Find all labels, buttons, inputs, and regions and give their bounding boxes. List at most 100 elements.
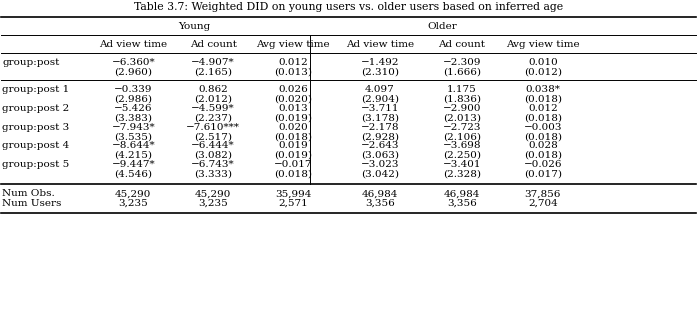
Text: 37,856: 37,856 [525, 189, 561, 198]
Text: Table 3.7: Weighted DID on young users vs. older users based on inferred age: Table 3.7: Weighted DID on young users v… [134, 2, 563, 12]
Text: (0.012): (0.012) [524, 67, 562, 76]
Text: Ad count: Ad count [438, 40, 485, 49]
Text: (3.535): (3.535) [114, 132, 152, 141]
Text: −3.023: −3.023 [360, 160, 399, 169]
Text: −0.017: −0.017 [274, 160, 312, 169]
Text: −3.711: −3.711 [360, 104, 399, 113]
Text: −3.401: −3.401 [443, 160, 481, 169]
Text: −2.178: −2.178 [360, 123, 399, 132]
Text: −2.643: −2.643 [360, 141, 399, 151]
Text: (3.383): (3.383) [114, 113, 152, 122]
Text: (0.013): (0.013) [274, 67, 312, 76]
Text: −5.426: −5.426 [114, 104, 153, 113]
Text: 0.038*: 0.038* [526, 85, 560, 94]
Text: (3.082): (3.082) [194, 151, 232, 160]
Text: 2,571: 2,571 [278, 199, 308, 208]
Text: (0.020): (0.020) [274, 94, 312, 104]
Text: group:post: group:post [2, 58, 59, 67]
Text: (0.018): (0.018) [524, 94, 562, 104]
Text: −2.309: −2.309 [443, 58, 481, 67]
Text: (0.018): (0.018) [524, 132, 562, 141]
Text: 46,984: 46,984 [362, 189, 398, 198]
Text: Num Users: Num Users [2, 199, 61, 208]
Text: Avg view time: Avg view time [256, 40, 330, 49]
Text: Young: Young [178, 22, 210, 31]
Text: (2.517): (2.517) [194, 132, 232, 141]
Text: −0.339: −0.339 [114, 85, 153, 94]
Text: −6.360*: −6.360* [112, 58, 155, 67]
Text: (0.017): (0.017) [524, 170, 562, 179]
Text: −7.610***: −7.610*** [186, 123, 240, 132]
Text: 0.019: 0.019 [278, 141, 308, 151]
Text: 0.012: 0.012 [278, 58, 308, 67]
Text: (2.328): (2.328) [443, 170, 481, 179]
Text: 0.862: 0.862 [198, 85, 228, 94]
Text: Ad view time: Ad view time [99, 40, 167, 49]
Text: (3.178): (3.178) [361, 113, 399, 122]
Text: (2.237): (2.237) [194, 113, 232, 122]
Text: (4.215): (4.215) [114, 151, 152, 160]
Text: Avg view time: Avg view time [506, 40, 580, 49]
Text: Ad view time: Ad view time [346, 40, 414, 49]
Text: −7.943*: −7.943* [112, 123, 155, 132]
Text: 3,235: 3,235 [118, 199, 148, 208]
Text: (3.333): (3.333) [194, 170, 232, 179]
Text: group:post 3: group:post 3 [2, 123, 69, 132]
Text: (1.836): (1.836) [443, 94, 481, 104]
Text: −3.698: −3.698 [443, 141, 481, 151]
Text: (2.012): (2.012) [194, 94, 232, 104]
Text: 0.020: 0.020 [278, 123, 308, 132]
Text: 46,984: 46,984 [443, 189, 480, 198]
Text: 4.097: 4.097 [365, 85, 395, 94]
Text: 45,290: 45,290 [195, 189, 231, 198]
Text: (3.042): (3.042) [361, 170, 399, 179]
Text: (0.018): (0.018) [274, 132, 312, 141]
Text: −6.444*: −6.444* [191, 141, 235, 151]
Text: 1.175: 1.175 [447, 85, 477, 94]
Text: 0.012: 0.012 [528, 104, 558, 113]
Text: −4.907*: −4.907* [191, 58, 235, 67]
Text: 2,704: 2,704 [528, 199, 558, 208]
Text: −4.599*: −4.599* [191, 104, 235, 113]
Text: −6.743*: −6.743* [191, 160, 235, 169]
Text: (2.986): (2.986) [114, 94, 152, 104]
Text: (3.063): (3.063) [361, 151, 399, 160]
Text: Num Obs.: Num Obs. [2, 189, 55, 198]
Text: (0.019): (0.019) [274, 113, 312, 122]
Text: −0.003: −0.003 [523, 123, 562, 132]
Text: −2.723: −2.723 [443, 123, 481, 132]
Text: 0.028: 0.028 [528, 141, 558, 151]
Text: 3,235: 3,235 [198, 199, 228, 208]
Text: group:post 2: group:post 2 [2, 104, 69, 113]
Text: (0.019): (0.019) [274, 151, 312, 160]
Text: (0.018): (0.018) [274, 170, 312, 179]
Text: (2.310): (2.310) [361, 67, 399, 76]
Text: 0.010: 0.010 [528, 58, 558, 67]
Text: (2.960): (2.960) [114, 67, 152, 76]
Text: Older: Older [427, 22, 457, 31]
Text: (2.928): (2.928) [361, 132, 399, 141]
Text: 45,290: 45,290 [115, 189, 151, 198]
Text: 0.013: 0.013 [278, 104, 308, 113]
Text: group:post 1: group:post 1 [2, 85, 69, 94]
Text: −0.026: −0.026 [523, 160, 562, 169]
Text: −1.492: −1.492 [360, 58, 399, 67]
Text: group:post 5: group:post 5 [2, 160, 69, 169]
Text: −2.900: −2.900 [443, 104, 481, 113]
Text: (2.904): (2.904) [361, 94, 399, 104]
Text: 3,356: 3,356 [447, 199, 477, 208]
Text: (2.106): (2.106) [443, 132, 481, 141]
Text: (0.018): (0.018) [524, 113, 562, 122]
Text: (1.666): (1.666) [443, 67, 481, 76]
Text: 0.026: 0.026 [278, 85, 308, 94]
Text: Ad count: Ad count [190, 40, 236, 49]
Text: (2.250): (2.250) [443, 151, 481, 160]
Text: 35,994: 35,994 [275, 189, 311, 198]
Text: (2.165): (2.165) [194, 67, 232, 76]
Text: −9.447*: −9.447* [112, 160, 155, 169]
Text: (4.546): (4.546) [114, 170, 152, 179]
Text: group:post 4: group:post 4 [2, 141, 69, 151]
Text: (0.018): (0.018) [524, 151, 562, 160]
Text: −8.644*: −8.644* [112, 141, 155, 151]
Text: (2.013): (2.013) [443, 113, 481, 122]
